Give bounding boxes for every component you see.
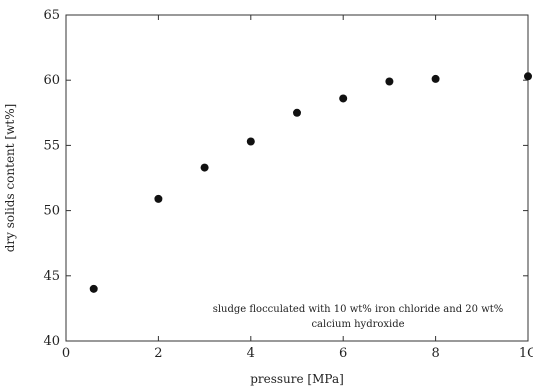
data-point xyxy=(200,163,209,172)
annotation-line-1: sludge flocculated with 10 wt% iron chlo… xyxy=(213,304,504,315)
y-axis-title: dry solids content [wt%] xyxy=(3,104,17,253)
data-point xyxy=(385,77,394,86)
x-tick-label: 4 xyxy=(247,346,255,361)
plot-frame xyxy=(65,14,529,342)
y-tick-label: 45 xyxy=(43,269,60,284)
data-point xyxy=(293,108,301,117)
y-tick-label: 50 xyxy=(43,204,60,219)
x-tick-label: 0 xyxy=(62,346,70,361)
data-point xyxy=(524,72,532,81)
data-point xyxy=(89,284,98,293)
x-tick-label: 2 xyxy=(154,346,162,361)
x-tick-label: 8 xyxy=(431,346,439,361)
x-axis: 0 2 4 6 8 1C xyxy=(62,15,533,361)
y-tick-label: 40 xyxy=(43,334,60,349)
x-tick-label: 6 xyxy=(339,346,347,361)
y-tick-label: 55 xyxy=(43,138,60,153)
x-axis-title: pressure [MPa] xyxy=(250,372,344,386)
y-tick-label: 65 xyxy=(43,8,60,23)
data-point xyxy=(431,74,440,83)
data-point xyxy=(246,137,255,146)
x-tick-label: 1C xyxy=(519,346,533,361)
data-point xyxy=(339,94,348,103)
y-tick-label: 60 xyxy=(43,73,60,88)
y-axis: 40 45 50 55 60 65 xyxy=(43,8,528,349)
data-point xyxy=(154,194,163,203)
annotation-line-2: calcium hydroxide xyxy=(311,319,404,330)
data-points xyxy=(89,72,532,293)
